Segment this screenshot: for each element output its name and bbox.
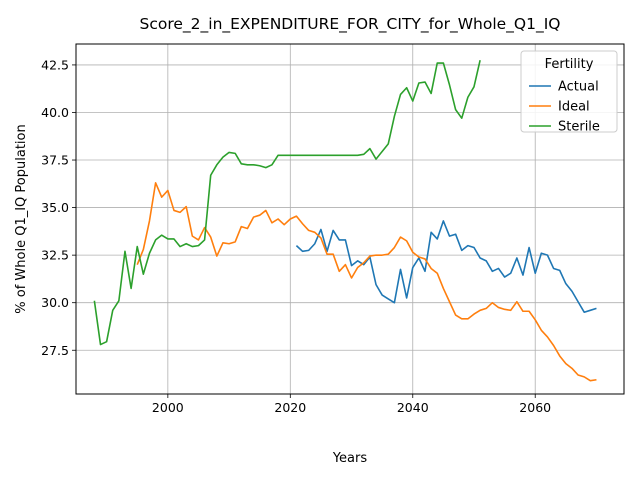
- y-tick-label: 37.5: [41, 153, 69, 168]
- legend: Fertility Actual Ideal Sterile: [520, 50, 618, 135]
- legend-title: Fertility: [545, 57, 594, 72]
- legend-label-ideal: Ideal: [558, 100, 590, 115]
- legend-box: [520, 50, 618, 133]
- series-line-actual: [295, 220, 597, 314]
- x-axis-label: Years: [332, 451, 368, 466]
- x-axis-ticks: 2000 2020 2040 2060: [152, 394, 551, 415]
- y-tick-label: 27.5: [41, 343, 69, 358]
- y-tick-label: 40.0: [41, 105, 69, 120]
- y-tick-label: 30.0: [41, 295, 69, 310]
- series-line-sterile: [93, 59, 481, 346]
- chart-title: Score_2_in_EXPENDITURE_FOR_CITY_for_Whol…: [139, 15, 560, 34]
- y-tick-label: 42.5: [41, 57, 69, 72]
- legend-label-sterile: Sterile: [558, 120, 600, 135]
- series-line-ideal: [136, 182, 597, 382]
- y-axis-label: % of Whole Q1_IQ Population: [14, 124, 29, 313]
- y-axis-ticks: 27.5 30.0 32.5 35.0 37.5 40.0 42.5: [41, 57, 76, 358]
- series-lines: [93, 59, 597, 382]
- legend-label-actual: Actual: [558, 80, 599, 95]
- x-tick-label: 2020: [274, 400, 306, 415]
- x-tick-label: 2040: [397, 400, 429, 415]
- x-tick-label: 2060: [519, 400, 551, 415]
- y-tick-label: 32.5: [41, 248, 69, 263]
- y-tick-label: 35.0: [41, 200, 69, 215]
- plot-area-frame: [75, 43, 625, 395]
- x-tick-label: 2000: [152, 400, 184, 415]
